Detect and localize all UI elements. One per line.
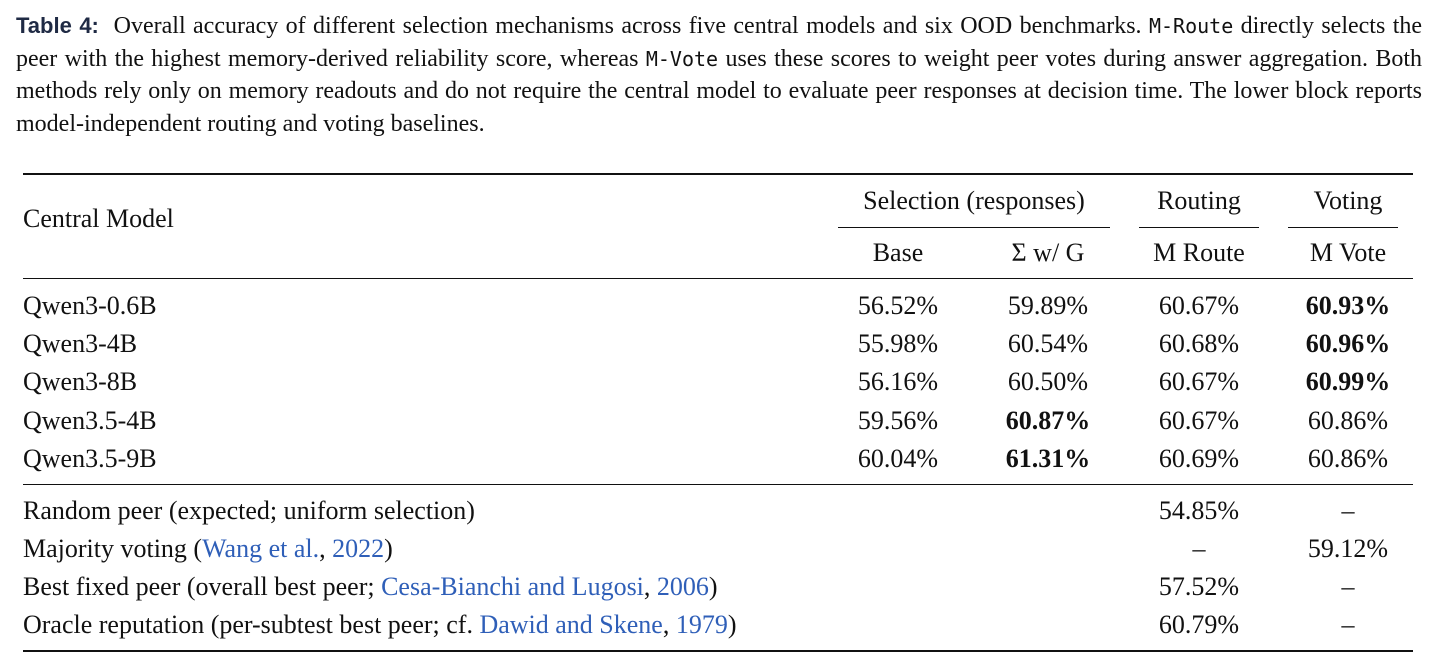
row-model: Qwen3-4B bbox=[23, 329, 138, 358]
baseline-label: Best fixed peer (overall best peer; Cesa… bbox=[23, 572, 718, 601]
header-col-mroute: M Route bbox=[1153, 238, 1245, 267]
row-mvote: 60.86% bbox=[1307, 406, 1389, 435]
row-sigma: 61.31% bbox=[1005, 444, 1091, 473]
row-mvote: 60.86% bbox=[1307, 444, 1389, 473]
baseline-mvote: 59.12% bbox=[1307, 534, 1389, 563]
row-mroute: 60.67% bbox=[1158, 367, 1240, 396]
baseline-mroute: – bbox=[1192, 534, 1206, 563]
row-base: 56.16% bbox=[857, 367, 939, 396]
baseline-mvote: – bbox=[1341, 496, 1355, 525]
baseline-mroute: 57.52% bbox=[1158, 572, 1240, 601]
header-group-selection: Selection (responses) bbox=[863, 186, 1085, 215]
caption-text-3: uses these scores to weight peer votes d… bbox=[16, 45, 1422, 137]
row-model: Qwen3.5-4B bbox=[23, 406, 157, 435]
baseline-mroute: 60.79% bbox=[1158, 610, 1240, 639]
baseline-label: Random peer (expected; uniform selection… bbox=[23, 496, 475, 525]
header-col-base: Base bbox=[872, 238, 924, 267]
citation-year-link[interactable]: 2022 bbox=[332, 534, 385, 563]
row-sigma: 59.89% bbox=[1007, 291, 1089, 320]
caption-label: Table 4: bbox=[16, 13, 99, 38]
caption-text-1: Overall accuracy of different selection … bbox=[113, 13, 1142, 39]
header-group-routing: Routing bbox=[1157, 186, 1241, 215]
row-model: Qwen3.5-9B bbox=[23, 444, 157, 473]
citation-year-link[interactable]: 2006 bbox=[656, 572, 709, 601]
row-base: 60.04% bbox=[857, 444, 939, 473]
row-mroute: 60.69% bbox=[1158, 444, 1240, 473]
baseline-mvote: – bbox=[1341, 610, 1355, 639]
row-mvote: 60.99% bbox=[1305, 367, 1391, 396]
caption-code-mvote: M-Vote bbox=[645, 46, 719, 71]
baseline-mvote: – bbox=[1341, 572, 1355, 601]
row-model: Qwen3-0.6B bbox=[23, 291, 157, 320]
row-model: Qwen3-8B bbox=[23, 367, 138, 396]
row-mroute: 60.67% bbox=[1158, 291, 1240, 320]
row-mvote: 60.96% bbox=[1305, 329, 1391, 358]
citation-author-link[interactable]: Dawid and Skene bbox=[479, 610, 663, 639]
caption-text-2: directly selects the peer with the highe… bbox=[16, 13, 1423, 72]
row-mroute: 60.67% bbox=[1158, 406, 1240, 435]
baseline-mroute: 54.85% bbox=[1158, 496, 1240, 525]
citation-year-link[interactable]: 1979 bbox=[675, 610, 728, 639]
row-mvote: 60.93% bbox=[1305, 291, 1391, 320]
row-sigma: 60.54% bbox=[1007, 329, 1089, 358]
header-bottom-rule bbox=[23, 278, 1413, 279]
selection-group-rule bbox=[838, 227, 1110, 228]
table-bottom-rule bbox=[23, 650, 1413, 652]
caption-code-mroute: M-Route bbox=[1148, 14, 1234, 38]
header-central-model: Central Model bbox=[23, 204, 174, 233]
citation-author-link[interactable]: Cesa-Bianchi and Lugosi bbox=[381, 572, 644, 601]
voting-group-rule bbox=[1288, 227, 1398, 228]
routing-group-rule bbox=[1139, 227, 1259, 228]
row-base: 55.98% bbox=[857, 329, 939, 358]
row-sigma: 60.87% bbox=[1005, 406, 1091, 435]
block-separator-rule bbox=[23, 484, 1413, 485]
row-mroute: 60.68% bbox=[1158, 329, 1240, 358]
baseline-label: Oracle reputation (per-subtest best peer… bbox=[23, 610, 737, 639]
header-group-voting: Voting bbox=[1313, 186, 1383, 215]
table-top-rule bbox=[23, 173, 1413, 175]
row-base: 56.52% bbox=[857, 291, 939, 320]
citation-author-link[interactable]: Wang et al. bbox=[202, 534, 320, 563]
header-col-mvote: M Vote bbox=[1309, 238, 1387, 267]
row-sigma: 60.50% bbox=[1007, 367, 1089, 396]
table-caption: Table 4: Overall accuracy of different s… bbox=[16, 10, 1422, 140]
header-col-sigma: Σ w/ G bbox=[1011, 238, 1085, 267]
row-base: 59.56% bbox=[857, 406, 939, 435]
baseline-label: Majority voting (Wang et al., 2022) bbox=[23, 534, 393, 563]
